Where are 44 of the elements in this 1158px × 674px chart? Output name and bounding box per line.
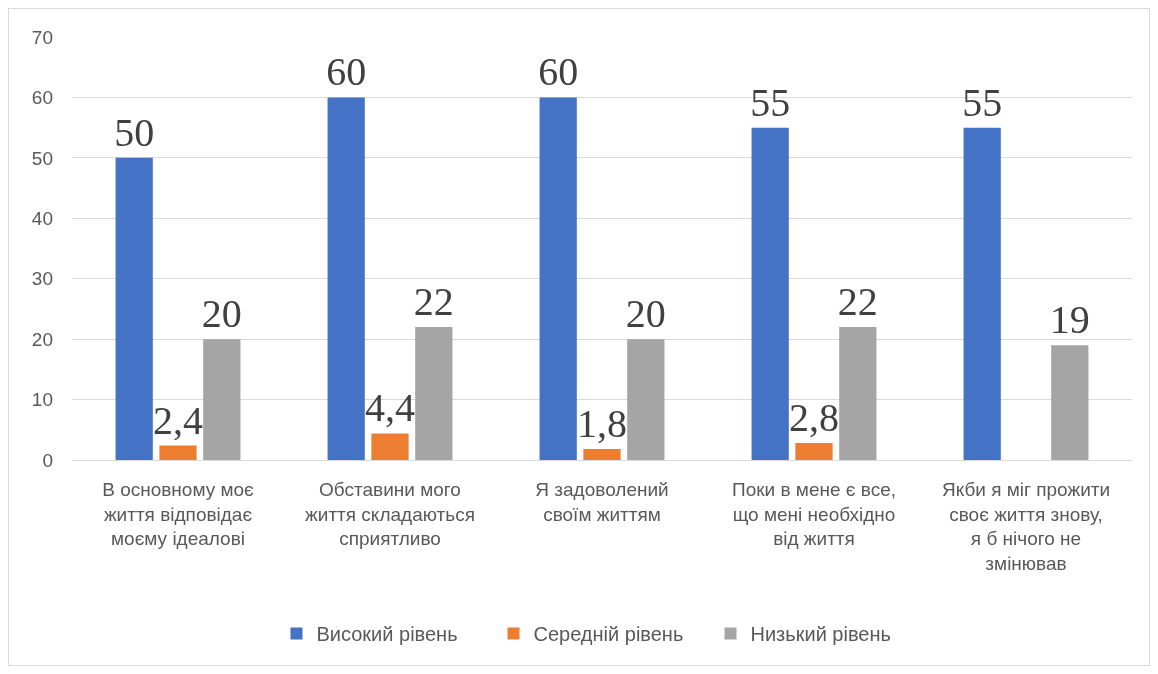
y-tick-label: 0 (42, 449, 53, 471)
data-label: 20 (625, 291, 666, 337)
bar (539, 97, 577, 460)
data-label: 19 (1049, 297, 1090, 343)
bar (115, 157, 153, 460)
x-tick-label: В основному моє життя відповідає моєму ідеалові (102, 478, 255, 550)
data-label: 55 (750, 79, 791, 125)
y-tick-label: 40 (31, 207, 53, 229)
y-tick-label: 30 (31, 268, 53, 290)
y-tick-label: 60 (31, 87, 53, 109)
bar (839, 327, 877, 460)
data-label: 2,4 (153, 397, 203, 443)
data-label: 60 (538, 49, 579, 95)
y-tick-label: 70 (31, 26, 53, 48)
data-label: 1,8 (577, 401, 627, 447)
y-tick-label: 20 (31, 328, 53, 350)
bar (327, 97, 365, 460)
bar (415, 327, 453, 460)
bar (371, 433, 409, 460)
bar (795, 443, 833, 460)
x-tick-label: Якби я міг прожити своє життя знову, я б нічого не змінював (941, 478, 1111, 574)
data-label: 4,4 (365, 385, 415, 431)
bar (1051, 345, 1089, 460)
legend-label: Високий рівень (316, 623, 458, 646)
x-tick-label: Я задоволений своїм життям (535, 478, 669, 525)
y-tick-label: 50 (31, 147, 53, 169)
legend-label: Низький рівень (750, 623, 891, 646)
x-tick-label: Поки в мене є все, що мені необхідно від життя (732, 478, 896, 550)
data-label: 20 (201, 291, 242, 337)
y-tick-label: 10 (31, 389, 53, 411)
data-label: 55 (962, 79, 1003, 125)
x-tick-label: Обставини мого життя складаються сприятливо (305, 478, 475, 550)
bar (159, 445, 197, 460)
bar (627, 339, 665, 460)
bar (583, 449, 621, 460)
bar (963, 127, 1001, 460)
data-label: 60 (326, 49, 367, 95)
data-label: 2,8 (789, 395, 839, 441)
data-label: 22 (413, 279, 454, 325)
data-label: 22 (837, 279, 878, 325)
bar (751, 127, 789, 460)
bar (203, 339, 241, 460)
legend-label: Середній рівень (533, 623, 684, 646)
data-label: 50 (114, 109, 155, 155)
